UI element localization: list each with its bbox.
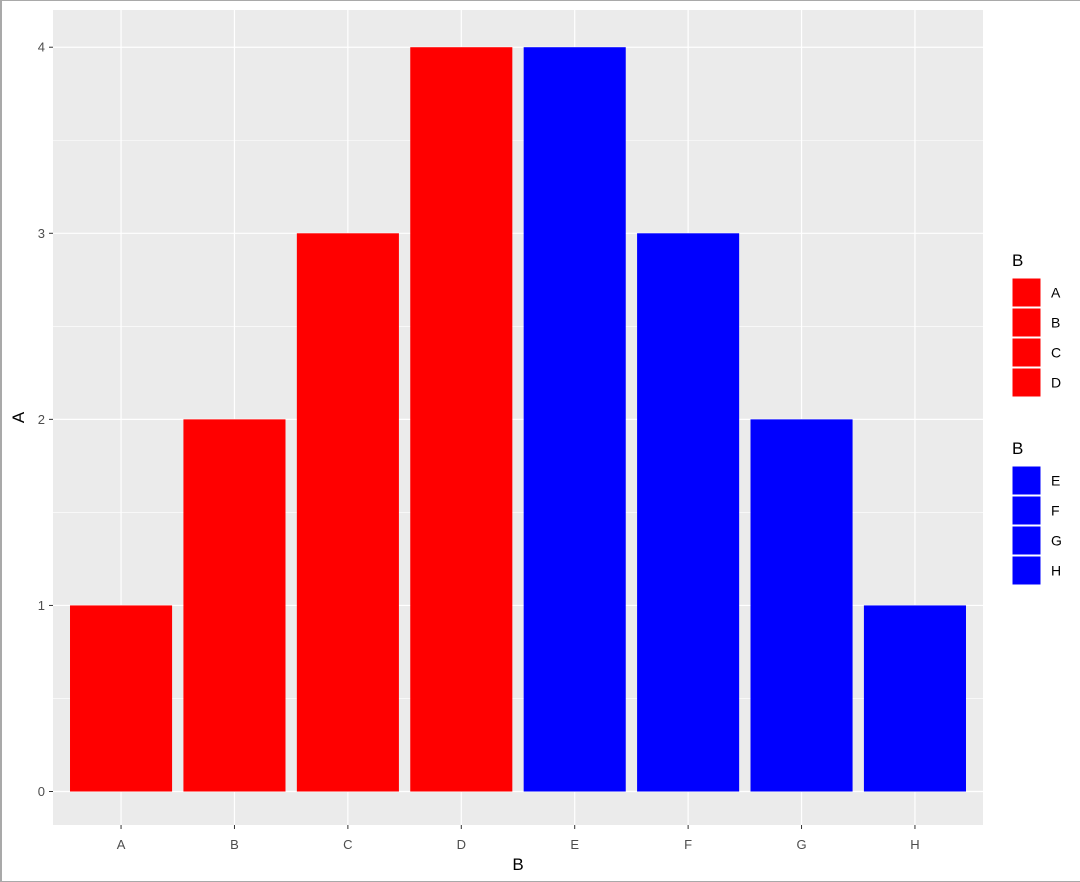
y-tick-label: 4	[38, 40, 45, 55]
x-tick-label: D	[457, 837, 466, 852]
x-axis-title: B	[512, 855, 523, 874]
x-tick-label: H	[910, 837, 919, 852]
legend-title: B	[1012, 251, 1023, 270]
bar-a	[70, 605, 173, 792]
legend-key-e	[1011, 465, 1042, 496]
bar-b	[183, 419, 286, 792]
bar-h	[863, 605, 966, 792]
x-tick-label: C	[343, 837, 352, 852]
legend-key-c	[1011, 337, 1042, 368]
x-axis: A B C D E F G H	[117, 825, 920, 852]
x-tick-label: F	[684, 837, 692, 852]
y-tick-label: 1	[38, 598, 45, 613]
x-tick-label: B	[230, 837, 239, 852]
y-tick-label: 3	[38, 226, 45, 241]
legend-key-f	[1011, 495, 1042, 526]
bar-c	[296, 233, 399, 792]
bar-d	[410, 47, 513, 792]
bar-g	[750, 419, 853, 792]
y-tick-label: 2	[38, 412, 45, 427]
bar-f	[637, 233, 740, 792]
legend-label-b: B	[1051, 315, 1060, 331]
y-tick-label: 0	[38, 784, 45, 799]
bars	[70, 47, 966, 792]
y-axis: 0 1 2 3 4	[38, 40, 53, 799]
bar-e	[523, 47, 626, 792]
legend-key-h	[1011, 555, 1042, 586]
legend-label-d: D	[1051, 375, 1061, 391]
y-axis-title: A	[9, 411, 28, 423]
legend-label-g: G	[1051, 533, 1062, 549]
legend-key-g	[1011, 525, 1042, 556]
legend-label-h: H	[1051, 563, 1061, 579]
legend-label-f: F	[1051, 503, 1060, 519]
legend-title: B	[1012, 439, 1023, 458]
legend-key-d	[1011, 367, 1042, 398]
legend-label-a: A	[1051, 285, 1061, 301]
x-tick-label: E	[570, 837, 579, 852]
x-tick-label: G	[796, 837, 806, 852]
legend-label-c: C	[1051, 345, 1061, 361]
legend-label-e: E	[1051, 473, 1060, 489]
x-tick-label: A	[117, 837, 126, 852]
legend-key-a	[1011, 277, 1042, 308]
legend-key-b	[1011, 307, 1042, 338]
